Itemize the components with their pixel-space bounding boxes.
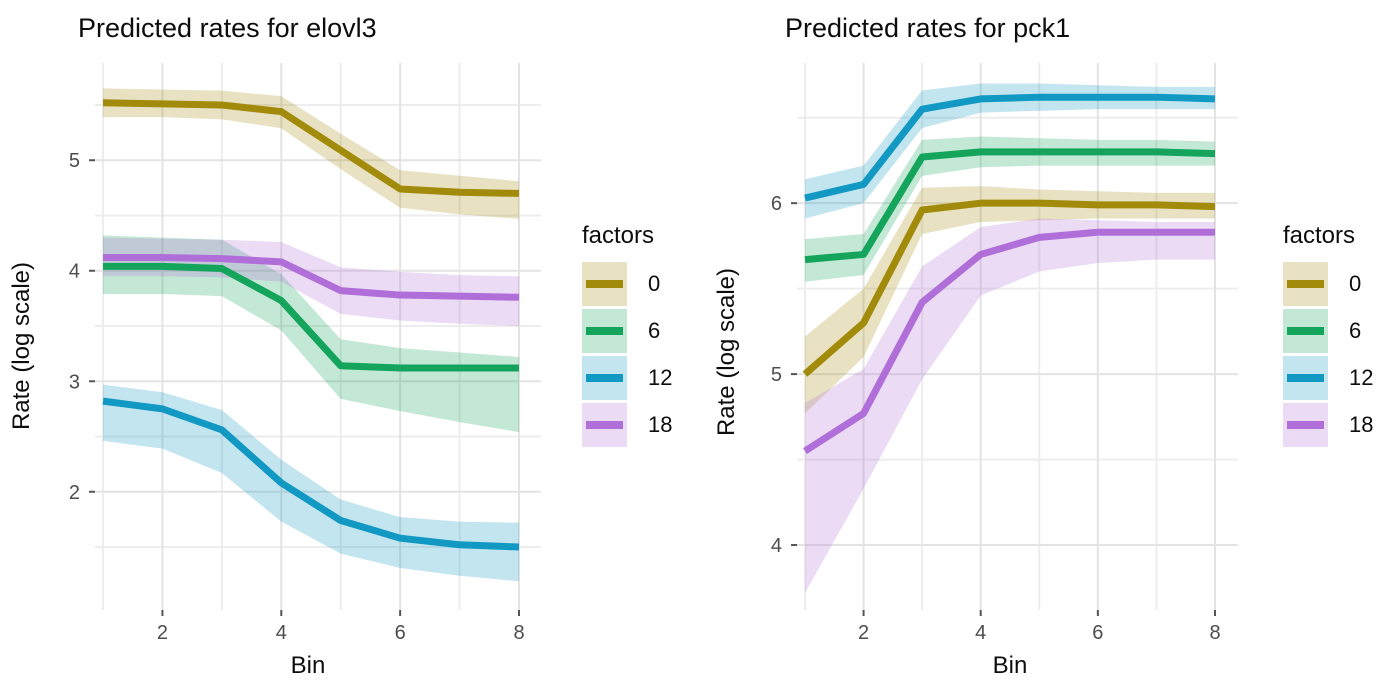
ribbon-factor-18 bbox=[805, 218, 1215, 593]
legend-key-line bbox=[586, 421, 623, 429]
legend-item-label: 6 bbox=[648, 318, 661, 343]
legend-item-label: 0 bbox=[648, 271, 661, 296]
legend-title: factors bbox=[1283, 222, 1356, 249]
x-tick-label: 4 bbox=[276, 622, 287, 644]
legend-key-line bbox=[586, 280, 623, 288]
y-tick-label: 4 bbox=[771, 535, 782, 557]
legend-title: factors bbox=[582, 222, 655, 249]
y-tick-label: 3 bbox=[69, 371, 80, 393]
y-tick-label: 5 bbox=[771, 364, 782, 386]
legend-key-swatch bbox=[1283, 262, 1328, 306]
legend-key-line bbox=[586, 374, 623, 382]
legend-item-label: 12 bbox=[648, 365, 673, 390]
ribbon-factor-12 bbox=[103, 384, 519, 582]
y-axis-title-left: Rate (log scale) bbox=[8, 261, 35, 431]
x-tick-label: 8 bbox=[513, 622, 524, 644]
x-tick-label: 2 bbox=[858, 622, 869, 644]
legend-key-swatch bbox=[582, 356, 627, 400]
legend-key-line bbox=[1287, 280, 1324, 288]
legend-key-swatch bbox=[582, 262, 627, 306]
legend-key-line bbox=[1287, 421, 1324, 429]
legend-item-label: 12 bbox=[1349, 365, 1374, 390]
line-factor-0 bbox=[102, 99, 520, 197]
legend-item-factor-6: 6 bbox=[582, 309, 672, 353]
legend-item-factor-12: 12 bbox=[582, 356, 672, 400]
y-tick-label: 6 bbox=[771, 193, 782, 215]
legend-item-label: 18 bbox=[1349, 412, 1374, 437]
x-tick-label: 8 bbox=[1209, 622, 1220, 644]
line-factor-18 bbox=[103, 253, 520, 301]
legend-key-swatch bbox=[1283, 356, 1328, 400]
y-tick-label: 4 bbox=[69, 261, 80, 283]
x-tick-label: 4 bbox=[975, 622, 986, 644]
ribbon-factor-12 bbox=[805, 83, 1215, 219]
legend-item-factor-12: 12 bbox=[1283, 356, 1373, 400]
legend-item-factor-6: 6 bbox=[1283, 309, 1373, 353]
y-tick-label: 2 bbox=[69, 482, 80, 504]
legend-item-factor-0: 0 bbox=[582, 262, 672, 306]
legend-item-label: 6 bbox=[1349, 318, 1362, 343]
plot-title-pck1: Predicted rates for pck1 bbox=[785, 13, 1071, 43]
line-factor-6 bbox=[103, 262, 519, 372]
legend-item-factor-0: 0 bbox=[1283, 262, 1373, 306]
legend-key-swatch bbox=[582, 403, 627, 447]
line-factor-12 bbox=[102, 397, 520, 551]
x-axis-title-right: Bin bbox=[992, 652, 1028, 679]
line-factor-0 bbox=[802, 199, 1216, 377]
y-tick-label: 5 bbox=[69, 150, 80, 172]
legend-key-swatch bbox=[1283, 403, 1328, 447]
legend-key-swatch bbox=[1283, 309, 1328, 353]
x-axis-title-left: Bin bbox=[290, 652, 326, 679]
x-tick-label: 6 bbox=[1092, 622, 1103, 644]
ribbon-factor-0 bbox=[103, 88, 519, 219]
legend-key-line bbox=[1287, 327, 1324, 335]
legend-key-swatch bbox=[582, 309, 627, 353]
ribbon-factor-6 bbox=[805, 136, 1215, 282]
legend-elovl3: factors 0 6 12 18 bbox=[582, 222, 672, 450]
legend-item-factor-18: 18 bbox=[1283, 403, 1373, 447]
legend-items: 0 6 12 18 bbox=[1283, 262, 1373, 447]
x-tick-label: 2 bbox=[157, 622, 168, 644]
legend-item-label: 0 bbox=[1349, 271, 1362, 296]
y-axis-title-right: Rate (log scale) bbox=[713, 267, 740, 437]
x-tick-label: 6 bbox=[395, 622, 406, 644]
legend-pck1: factors 0 6 12 18 bbox=[1283, 222, 1373, 450]
legend-key-line bbox=[586, 327, 623, 335]
legend-items: 0 6 12 18 bbox=[582, 262, 672, 447]
line-factor-6 bbox=[804, 148, 1216, 264]
line-factor-18 bbox=[803, 228, 1215, 454]
legend-key-line bbox=[1287, 374, 1324, 382]
plot-title-elovl3: Predicted rates for elovl3 bbox=[78, 13, 377, 43]
line-factor-12 bbox=[804, 93, 1216, 202]
legend-item-factor-18: 18 bbox=[582, 403, 672, 447]
legend-item-label: 18 bbox=[648, 412, 673, 437]
